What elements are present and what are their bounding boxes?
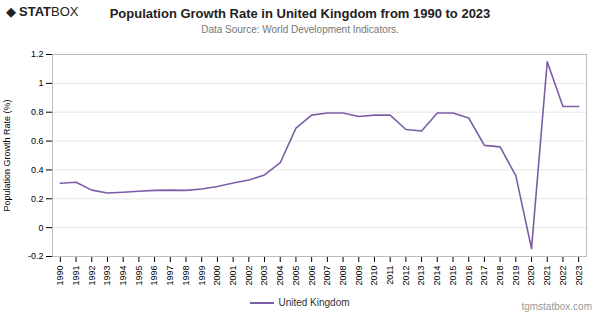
svg-text:1995: 1995 bbox=[134, 266, 144, 286]
svg-text:2016: 2016 bbox=[464, 266, 474, 286]
svg-text:2009: 2009 bbox=[354, 266, 364, 286]
svg-text:2001: 2001 bbox=[228, 266, 238, 286]
svg-text:2019: 2019 bbox=[511, 266, 521, 286]
svg-text:2002: 2002 bbox=[244, 266, 254, 286]
svg-text:0.2: 0.2 bbox=[31, 194, 44, 204]
html-text:Population Growth Rate in Unit: Population Growth Rate in United Kingdom… bbox=[109, 6, 491, 21]
svg-text:2007: 2007 bbox=[322, 266, 332, 286]
svg-text:2000: 2000 bbox=[212, 266, 222, 286]
svg-text:2020: 2020 bbox=[526, 266, 536, 286]
svg-text:1.2: 1.2 bbox=[31, 49, 44, 59]
svg-text:1997: 1997 bbox=[165, 266, 175, 286]
svg-text:2023: 2023 bbox=[574, 266, 584, 286]
svg-text:1: 1 bbox=[38, 78, 43, 88]
svg-text:1993: 1993 bbox=[102, 266, 112, 286]
svg-text:2003: 2003 bbox=[259, 266, 269, 286]
svg-text:1998: 1998 bbox=[181, 266, 191, 286]
svg-text:2010: 2010 bbox=[369, 266, 379, 286]
svg-text:2004: 2004 bbox=[275, 266, 285, 286]
html-text:United Kingdom: United Kingdom bbox=[278, 297, 350, 308]
svg-text:2008: 2008 bbox=[338, 266, 348, 286]
svg-text:2006: 2006 bbox=[307, 266, 317, 286]
html-text:Data Source: World Development: Data Source: World Development Indicator… bbox=[201, 24, 399, 35]
svg-text:2021: 2021 bbox=[542, 266, 552, 286]
svg-text:2012: 2012 bbox=[401, 266, 411, 286]
svg-text:2005: 2005 bbox=[291, 266, 301, 286]
svg-text:0.8: 0.8 bbox=[31, 107, 44, 117]
svg-text:1994: 1994 bbox=[118, 266, 128, 286]
svg-text:0.6: 0.6 bbox=[31, 136, 44, 146]
svg-text:0.4: 0.4 bbox=[31, 165, 44, 175]
svg-text:1999: 1999 bbox=[197, 266, 207, 286]
svg-text:2011: 2011 bbox=[385, 266, 395, 285]
html-text:tgmstatbox.com: tgmstatbox.com bbox=[521, 301, 592, 312]
svg-text:1991: 1991 bbox=[71, 266, 81, 286]
svg-text:2018: 2018 bbox=[495, 266, 505, 286]
svg-text:0: 0 bbox=[38, 223, 43, 233]
svg-text:2015: 2015 bbox=[448, 266, 458, 286]
html-text:◆ STAT BOX: ◆ STAT BOX bbox=[6, 4, 79, 19]
svg-text:2017: 2017 bbox=[479, 266, 489, 286]
svg-text:Population Growth Rate (%): Population Growth Rate (%) bbox=[2, 99, 12, 211]
svg-text:2013: 2013 bbox=[416, 266, 426, 286]
svg-text:2014: 2014 bbox=[432, 266, 442, 286]
svg-text:1992: 1992 bbox=[87, 266, 97, 286]
svg-text:-0.2: -0.2 bbox=[28, 251, 44, 261]
svg-text:1996: 1996 bbox=[149, 266, 159, 286]
svg-text:2022: 2022 bbox=[558, 266, 568, 286]
svg-text:1990: 1990 bbox=[55, 266, 65, 286]
